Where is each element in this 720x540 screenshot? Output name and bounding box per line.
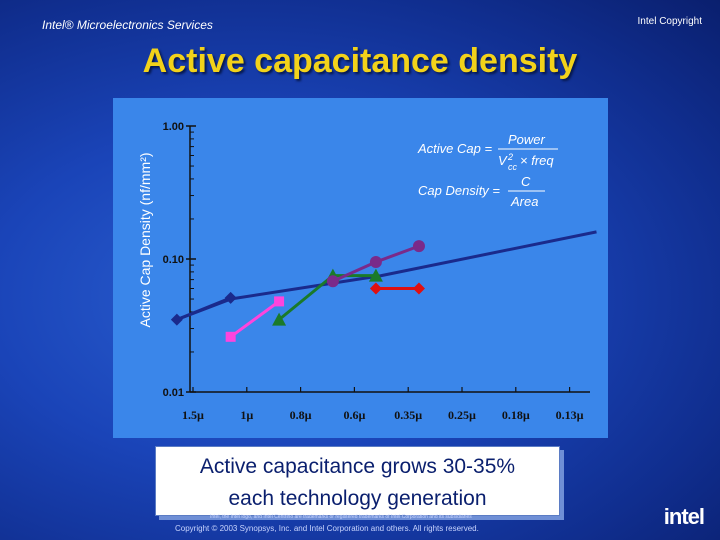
y-tick-label: 1.00 xyxy=(163,121,184,133)
header-left: Intel® Microelectronics Services xyxy=(42,18,213,32)
data-point-series-c xyxy=(368,268,383,282)
fineprint: Intel, the Intel logo, and Intel Centrin… xyxy=(210,514,472,520)
x-tick-label: 0.13µ xyxy=(556,408,584,422)
callout-line-2: each technology generation xyxy=(228,487,487,510)
x-tick-label: 1.5µ xyxy=(182,408,204,422)
data-point-series-a xyxy=(170,313,183,326)
formula-freq: × freq xyxy=(520,153,554,168)
callout-box: Active capacitance grows 30-35% each tec… xyxy=(155,446,560,516)
series-line-series-b xyxy=(229,300,280,339)
formula-vcc-sup: 2 xyxy=(507,152,513,162)
y-tick-label: 0.01 xyxy=(163,387,184,399)
formula-vcc: V xyxy=(498,153,508,168)
series-line-trend xyxy=(176,230,597,322)
data-point-series-e xyxy=(412,282,425,295)
data-point-series-b xyxy=(274,296,285,307)
data-point-series-c xyxy=(272,312,287,326)
x-tick-label: 0.18µ xyxy=(502,408,530,422)
data-point-series-a xyxy=(224,291,237,304)
intel-logo: intel xyxy=(663,504,705,529)
slide-title: Active capacitance density xyxy=(142,42,578,80)
data-point-series-b xyxy=(225,331,236,342)
x-tick-label: 0.35µ xyxy=(394,408,422,422)
copyright: Copyright © 2003 Synopsys, Inc. and Inte… xyxy=(175,524,479,533)
y-axis-label: Active Cap Density (nf/mm²) xyxy=(137,152,153,327)
formula-box: Active Cap = Power V 2 cc × freq Cap Den… xyxy=(417,132,558,209)
y-tick-label: 0.10 xyxy=(163,254,184,266)
data-point-series-d xyxy=(369,255,382,268)
formula-cap-density: Cap Density = xyxy=(418,183,500,198)
x-tick-label: 0.25µ xyxy=(448,408,476,422)
x-tick-label: 0.6µ xyxy=(343,408,365,422)
x-tick-label: 1µ xyxy=(240,408,253,422)
header-right: Intel Copyright xyxy=(637,16,702,27)
formula-power: Power xyxy=(508,132,546,147)
series-line-series-a xyxy=(176,296,232,322)
callout-line-1: Active capacitance grows 30-35% xyxy=(199,455,516,478)
data-point-series-d xyxy=(412,240,425,253)
data-point-series-d xyxy=(326,275,339,288)
formula-c: C xyxy=(521,174,531,189)
formula-vcc-sub: cc xyxy=(508,162,518,172)
data-point-series-e xyxy=(369,282,382,295)
formula-area: Area xyxy=(510,194,538,209)
formula-active-cap: Active Cap = xyxy=(417,141,492,156)
x-tick-label: 0.8µ xyxy=(290,408,312,422)
